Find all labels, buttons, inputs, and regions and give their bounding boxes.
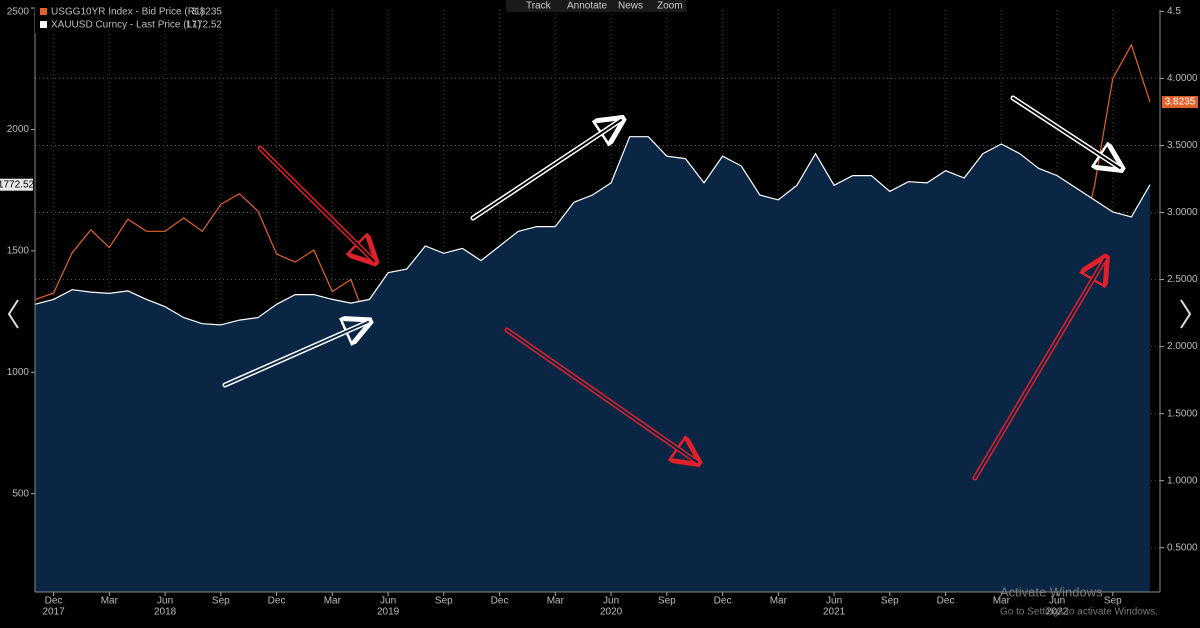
- y-tick-label: 2500: [7, 7, 30, 18]
- arrow: [1012, 97, 1121, 169]
- annotation-arrows: [222, 95, 1121, 481]
- arrow: [974, 258, 1106, 479]
- y2-tick-label: 0.5000: [1167, 542, 1198, 553]
- x-year-label: 2018: [154, 607, 177, 618]
- x-year-label: 2019: [377, 607, 400, 618]
- y-tick-label: 1000: [7, 367, 30, 378]
- toolbar-button[interactable]: Annotate: [567, 1, 607, 12]
- x-tick-label: Dec: [491, 596, 509, 607]
- x-tick-label: Dec: [268, 596, 286, 607]
- y2-tick-label: 1.0000: [1167, 475, 1198, 486]
- x-tick-label: Sep: [435, 596, 453, 607]
- x-tick-label: Mar: [324, 596, 342, 607]
- legend: USGG10YR Index - Bid Price (R1) 3.8235 X…: [35, 3, 225, 33]
- legend-label: XAUUSD Curncy - Last Price (L1): [51, 20, 201, 31]
- x-tick-label: Dec: [937, 596, 955, 607]
- nav-prev[interactable]: [7, 299, 19, 329]
- legend-swatch: [40, 8, 47, 15]
- watermark-title: Activate Windows: [1000, 584, 1103, 599]
- y2-tick-label: 3.0000: [1167, 207, 1198, 218]
- x-year-label: 2021: [823, 607, 846, 618]
- x-tick-label: Sep: [881, 596, 899, 607]
- x-year-label: 2017: [42, 607, 65, 618]
- x-tick-label: Jun: [603, 596, 619, 607]
- series-line: [34, 136, 1151, 326]
- last-value-tag: [0, 178, 33, 191]
- y-tick-label: 500: [12, 488, 29, 499]
- toolbar-button[interactable]: Track: [526, 1, 552, 12]
- arrow: [224, 321, 369, 386]
- x-tick-label: Sep: [658, 596, 676, 607]
- arrow: [259, 147, 375, 262]
- x-tick-label: Jun: [380, 596, 396, 607]
- plot: [34, 43, 1151, 592]
- nav-next[interactable]: [1180, 299, 1192, 329]
- y2-tick-label: 2.5000: [1167, 274, 1198, 285]
- toolbar: Track Annotate News Zoom: [506, 0, 686, 12]
- x-tick-label: Jun: [157, 596, 173, 607]
- last-value-label: 1772.52: [0, 179, 35, 190]
- area: [35, 136, 1150, 592]
- y-tick-label: 1500: [7, 246, 30, 257]
- navigation: [7, 299, 1192, 329]
- arrow: [506, 329, 698, 463]
- y2-tick-label: 4.5: [1167, 6, 1181, 17]
- x-tick-label: Mar: [993, 596, 1011, 607]
- y-tick-label: 2000: [7, 124, 30, 135]
- legend-label: USGG10YR Index - Bid Price (R1): [51, 7, 204, 18]
- axes: 0.5000 1.0000 1.5000 2.0000 2.5000 3.0000 3.50…: [0, 6, 1198, 618]
- y2-tick-label: 4.0000: [1167, 73, 1198, 84]
- legend-swatch: [40, 21, 47, 28]
- toolbar-button[interactable]: Zoom: [657, 1, 683, 12]
- last-value-tag: [1162, 96, 1198, 109]
- x-tick-label: Sep: [1104, 596, 1122, 607]
- x-tick-label: Mar: [547, 596, 565, 607]
- legend-value: 3.8235: [191, 7, 222, 18]
- x-year-label: 2020: [600, 607, 623, 618]
- legend-bg: [35, 3, 225, 33]
- arrow: [472, 119, 622, 219]
- x-tick-label: Sep: [212, 596, 230, 607]
- watermark-subtitle: Go to Settings to activate Windows.: [1000, 607, 1158, 618]
- x-tick-label: Dec: [714, 596, 732, 607]
- legend-value: 1772.52: [186, 20, 223, 31]
- y2-tick-label: 2.0000: [1167, 341, 1198, 352]
- last-value-label: 3.8235: [1165, 97, 1196, 108]
- x-tick-label: Jun: [826, 596, 842, 607]
- y2-tick-label: 1.5000: [1167, 408, 1198, 419]
- toolbar-button[interactable]: News: [618, 1, 643, 12]
- x-tick-label: Mar: [770, 596, 788, 607]
- x-year-label: 2022: [1046, 607, 1069, 618]
- y2-tick-label: 3.5000: [1167, 140, 1198, 151]
- x-tick-label: Mar: [101, 596, 119, 607]
- x-tick-label: Dec: [45, 596, 63, 607]
- x-tick-label: Jun: [1049, 596, 1065, 607]
- toolbar-bg: [506, 0, 686, 12]
